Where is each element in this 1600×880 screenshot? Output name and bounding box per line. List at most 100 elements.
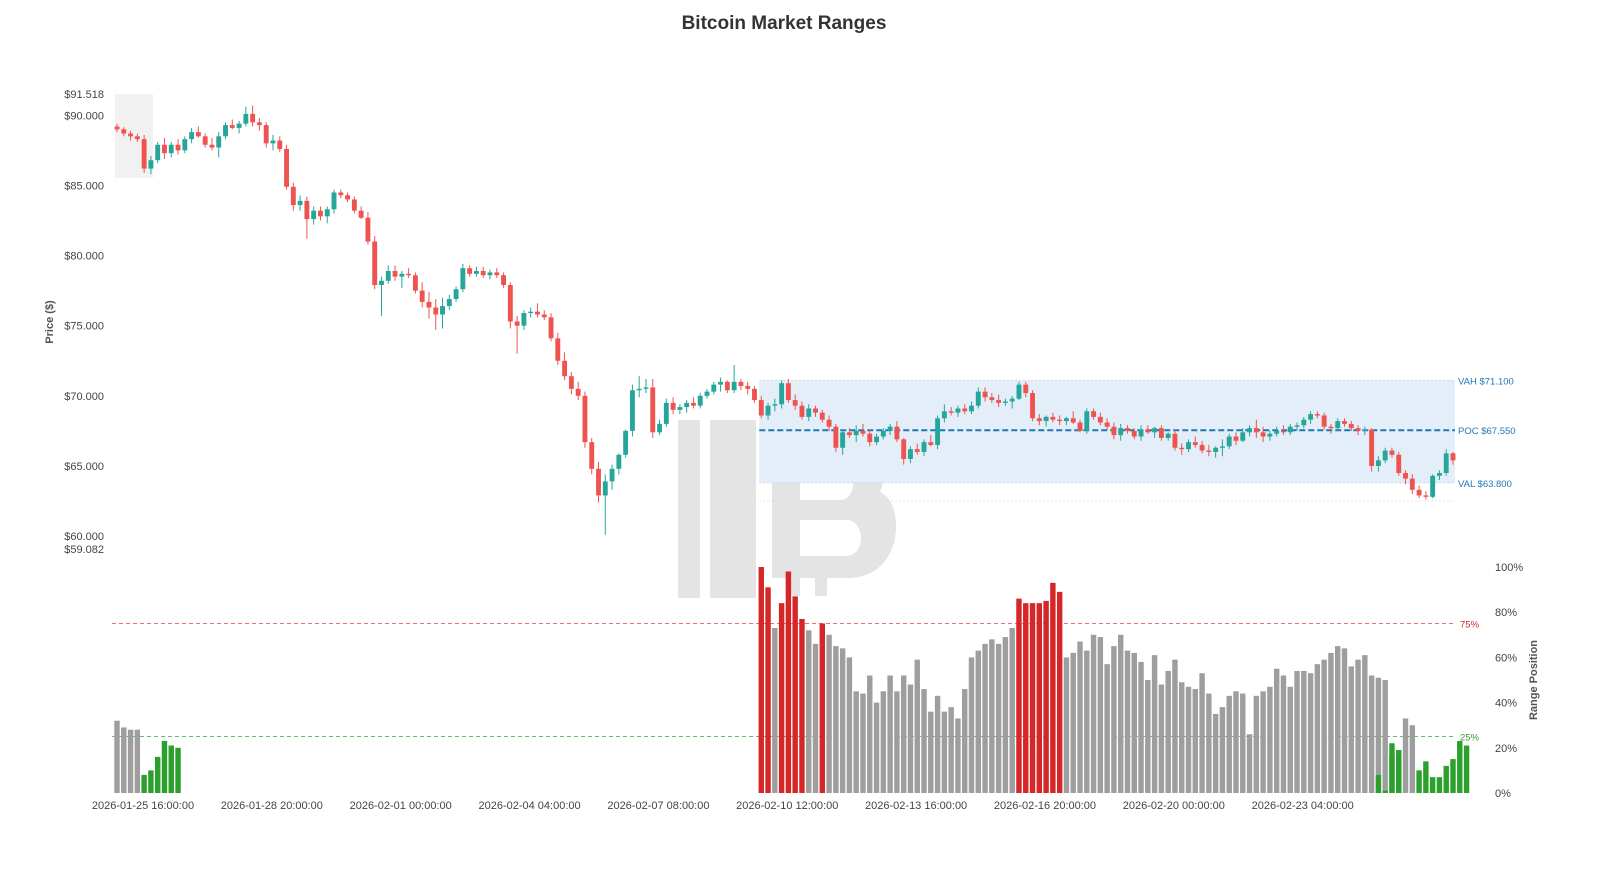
range-bar — [1043, 600, 1049, 793]
candle — [1233, 432, 1239, 445]
range-bar — [1165, 670, 1171, 793]
candle — [256, 118, 262, 131]
range-bar — [1009, 628, 1015, 793]
candle — [453, 286, 459, 302]
candle-body — [155, 144, 161, 161]
range-bar — [839, 648, 846, 793]
candle-body — [277, 140, 283, 149]
candle — [480, 266, 486, 279]
candle-body — [1125, 428, 1130, 431]
candle — [1111, 422, 1117, 440]
candle-body — [338, 192, 344, 196]
candle — [589, 437, 595, 475]
candle — [121, 127, 127, 137]
candle-body — [941, 411, 947, 419]
price-max-label: $91.518 — [64, 89, 104, 101]
candle — [792, 394, 798, 410]
candle-body — [1036, 418, 1042, 422]
range-bar — [1321, 659, 1327, 793]
candle — [636, 376, 642, 398]
range-bar — [989, 639, 995, 793]
candle-body — [1002, 401, 1008, 403]
candle — [772, 398, 778, 412]
range-bar — [1375, 774, 1382, 793]
candle — [290, 182, 296, 211]
candle — [982, 387, 988, 402]
candle — [914, 443, 920, 455]
candle — [202, 133, 208, 148]
candle — [1321, 412, 1327, 430]
candle — [182, 136, 188, 154]
candle — [623, 429, 629, 458]
range-bar — [1368, 675, 1375, 793]
candle-body — [1301, 419, 1307, 426]
candle — [372, 235, 378, 290]
range-bar — [941, 711, 948, 793]
candle — [304, 196, 310, 239]
candle-body — [1023, 384, 1029, 394]
range-tick-label: 60% — [1495, 652, 1517, 664]
candle — [874, 433, 879, 445]
candle — [1328, 423, 1334, 434]
candle-body — [507, 285, 513, 322]
price-tick-label: $75.000 — [64, 321, 104, 333]
candle-body — [297, 200, 303, 206]
candle — [141, 134, 147, 173]
value-area-box — [759, 380, 1455, 483]
candle-body — [1097, 416, 1103, 423]
candle — [155, 141, 161, 163]
candle — [128, 130, 134, 141]
candle — [819, 409, 825, 423]
candle-body — [1016, 384, 1022, 399]
candle-body — [1396, 454, 1402, 473]
range-bar — [1233, 691, 1239, 793]
range-bar — [1253, 695, 1260, 793]
range-bar — [127, 729, 134, 793]
candle — [1009, 395, 1015, 409]
candle-body — [1308, 414, 1314, 420]
candle-body — [1138, 429, 1144, 437]
candle — [243, 106, 249, 127]
range-bar — [1138, 661, 1144, 793]
candle-body — [1348, 423, 1354, 429]
vah-label: VAH $71.100 — [1458, 376, 1514, 387]
candle — [358, 206, 364, 220]
candle — [1145, 425, 1151, 434]
price-axis-title: Price ($) — [44, 300, 56, 344]
candle-body — [1274, 430, 1280, 434]
candle — [1097, 412, 1103, 426]
candle-body — [1389, 450, 1395, 455]
candle-body — [853, 430, 859, 436]
candle-body — [182, 139, 188, 151]
candle — [1091, 408, 1097, 420]
candle — [596, 461, 601, 503]
candle-body — [1375, 460, 1381, 466]
range-bar — [1348, 666, 1354, 793]
range-bar — [1396, 759, 1402, 793]
candle-body — [860, 430, 866, 434]
candle-body — [1409, 478, 1415, 490]
candle-body — [162, 144, 167, 154]
candle-body — [175, 144, 181, 151]
candle-body — [1206, 450, 1212, 452]
candle — [1226, 433, 1232, 450]
candle-body — [928, 442, 934, 445]
range-bar — [121, 727, 127, 793]
candle-body — [202, 136, 208, 145]
candle — [609, 464, 615, 490]
candle-body — [385, 271, 391, 281]
candle — [175, 139, 181, 155]
candle — [1152, 426, 1158, 438]
candle — [989, 393, 995, 403]
candle-body — [711, 384, 717, 392]
range-bar — [934, 695, 941, 793]
candle — [941, 404, 947, 423]
range-tick-label: 100% — [1495, 562, 1523, 574]
candle-body — [1091, 411, 1097, 417]
candle-body — [1450, 453, 1456, 461]
candle-body — [996, 400, 1002, 403]
candle-body — [141, 139, 147, 169]
watermark-bitcoin-tick — [815, 574, 827, 596]
candle — [189, 127, 195, 144]
candle — [1165, 432, 1171, 441]
